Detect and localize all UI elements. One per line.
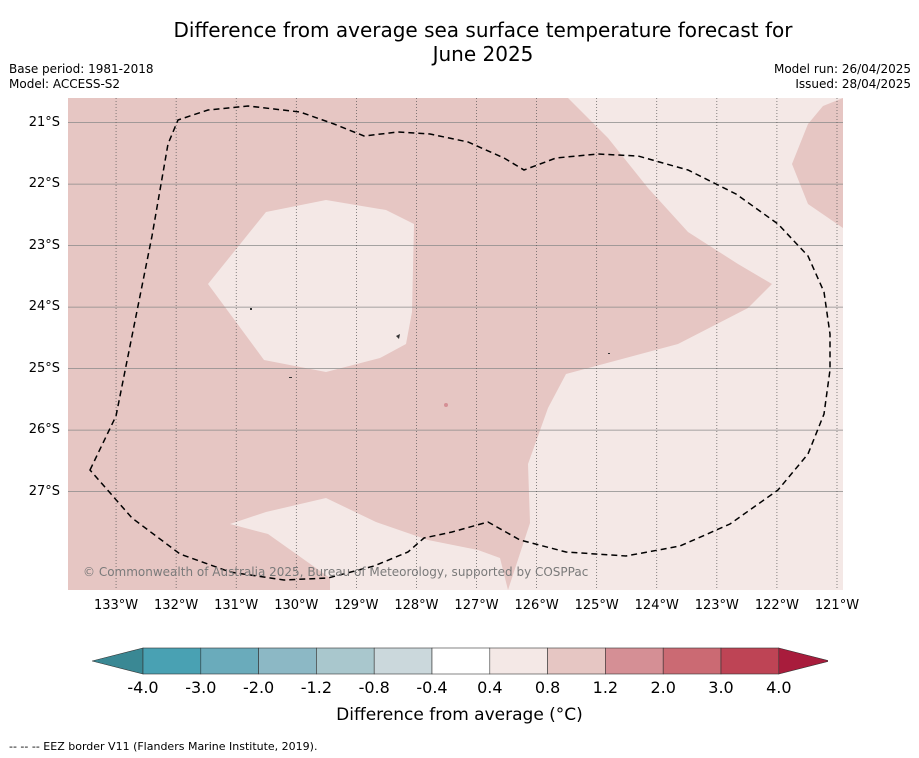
eez-legend-footer: -- -- -- EEZ border V11 (Flanders Marine…	[9, 740, 318, 753]
meta-left: Base period: 1981-2018 Model: ACCESS-S2	[9, 62, 154, 92]
lat-label: 25°S	[28, 360, 60, 376]
lon-label: 123°W	[694, 598, 739, 613]
lat-label: 21°S	[28, 114, 60, 130]
colorbar-tick-label: -0.8	[358, 678, 390, 697]
lon-label: 125°W	[574, 598, 619, 613]
lon-label: 122°W	[754, 598, 799, 613]
lon-label: 132°W	[154, 598, 199, 613]
lon-label: 127°W	[454, 598, 499, 613]
lon-label: 133°W	[93, 598, 139, 613]
map-title-line2: June 2025	[432, 42, 534, 66]
anomaly-region-0.8-1.2-northeast	[792, 98, 843, 228]
colorbar-segment	[489, 647, 548, 675]
speckle-2	[444, 403, 448, 407]
colorbar-tick-label: 4.0	[766, 678, 792, 697]
speckle-3	[250, 308, 252, 310]
lon-label: 121°W	[814, 598, 860, 613]
colorbar-tick-label: 2.0	[650, 678, 676, 697]
colorbar	[92, 647, 828, 675]
colorbar-title: Difference from average (°C)	[336, 705, 583, 725]
anomaly-region-0.4-0.8-west	[208, 200, 414, 372]
colorbar-segment	[200, 647, 259, 675]
model-name: Model: ACCESS-S2	[9, 77, 121, 91]
sst-anomaly-map	[68, 98, 843, 590]
lat-label: 23°S	[28, 237, 60, 253]
issued-date: Issued: 28/04/2025	[795, 77, 911, 91]
copyright-notice: © Commonwealth of Australia 2025, Bureau…	[83, 565, 589, 579]
speckle-5	[608, 353, 610, 354]
colorbar-segment	[720, 647, 780, 675]
colorbar-extend-low	[92, 647, 144, 675]
lat-label: 27°S	[28, 483, 60, 499]
colorbar-segment	[373, 647, 433, 675]
model-run: Model run: 26/04/2025	[773, 62, 911, 76]
lat-label: 22°S	[28, 176, 60, 192]
colorbar-tick-label: -3.0	[185, 678, 217, 697]
colorbar-segment	[431, 647, 491, 675]
colorbar-tick-label: 0.8	[534, 678, 561, 697]
colorbar-tick-label: -0.4	[416, 678, 448, 697]
colorbar-segment	[605, 647, 664, 675]
lon-label: 128°W	[394, 598, 439, 613]
lon-label: 124°W	[634, 598, 679, 613]
map-svg	[68, 98, 843, 590]
colorbar-tick-label: 1.2	[592, 678, 619, 697]
lon-label: 126°W	[514, 598, 559, 613]
colorbar-tick-label: -1.2	[300, 678, 332, 697]
colorbar-segment	[662, 647, 722, 675]
anomaly-region-0.4-0.8-south	[230, 498, 508, 590]
anomaly-region-0.4-0.8-east	[508, 98, 843, 590]
colorbar-tick-label: -4.0	[127, 678, 159, 697]
colorbar-extend-high	[778, 647, 828, 675]
map-title: Difference from average sea surface temp…	[0, 18, 919, 66]
colorbar-segment	[142, 647, 202, 675]
lat-label: 26°S	[28, 422, 60, 438]
lon-label: 131°W	[214, 598, 259, 613]
colorbar-tick-label: 3.0	[708, 678, 734, 697]
lon-label: 130°W	[274, 598, 319, 613]
lon-label: 129°W	[334, 598, 379, 613]
colorbar-segment	[547, 647, 606, 675]
colorbar-segment	[316, 647, 375, 675]
speckle-1	[396, 334, 400, 339]
colorbar-segment	[258, 647, 317, 675]
speckle-4	[289, 377, 292, 378]
lat-label: 24°S	[28, 299, 60, 315]
colorbar-tick-label: -2.0	[242, 678, 275, 697]
colorbar-segments	[92, 647, 828, 675]
gridlines	[68, 98, 843, 590]
meta-right: Model run: 26/04/2025 Issued: 28/04/2025	[774, 62, 911, 92]
colorbar-tick-label: 0.4	[477, 678, 503, 697]
map-title-line1: Difference from average sea surface temp…	[173, 18, 793, 42]
base-period: Base period: 1981-2018	[9, 62, 154, 76]
eez-border	[89, 105, 831, 581]
